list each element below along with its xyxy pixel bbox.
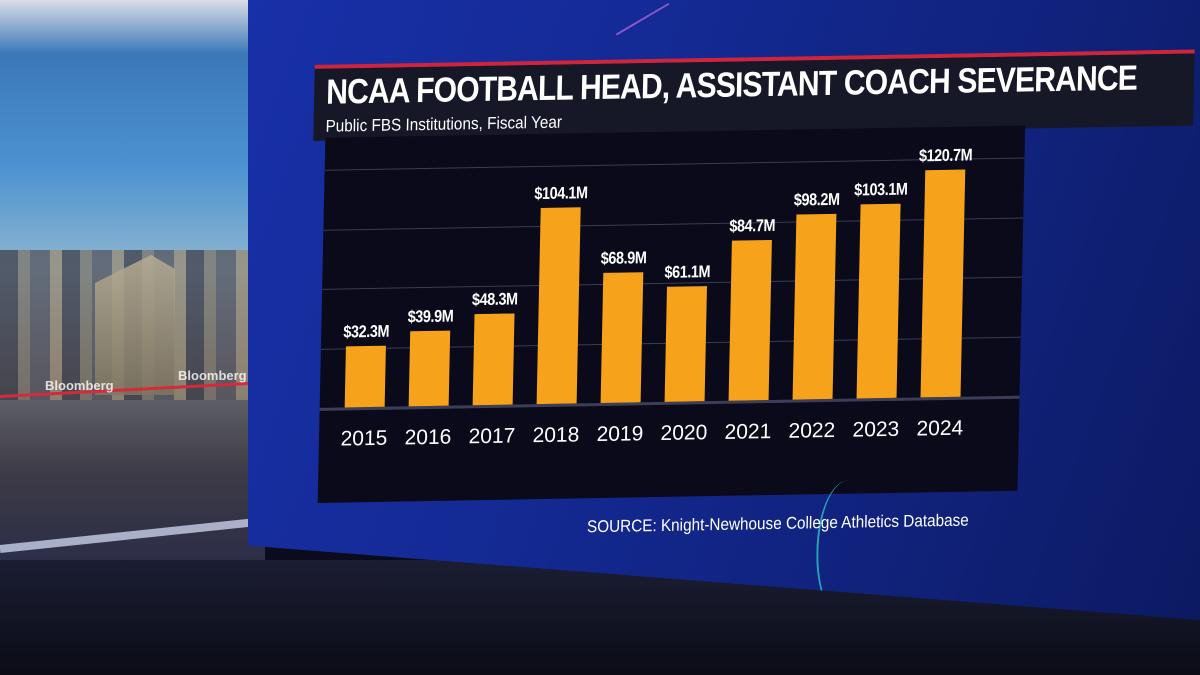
value-label: $98.2M	[793, 189, 840, 210]
bar-2021	[728, 240, 772, 401]
bar-2024	[920, 169, 966, 398]
year-label: 2018	[532, 423, 580, 448]
bar-2017	[472, 313, 515, 406]
bar-2020	[664, 285, 707, 402]
bar-2016	[408, 330, 451, 407]
plot-area: $32.3M 2015 $39.9M 2016 $48.3M 2017 $104.1M 201…	[317, 125, 1026, 503]
bar-2018	[536, 207, 581, 405]
decorative-line	[615, 2, 670, 36]
tower-building	[95, 255, 175, 395]
value-label: $103.1M	[854, 179, 908, 200]
bar-2023	[856, 203, 901, 399]
value-label: $120.7M	[918, 144, 973, 165]
bar-2019	[600, 272, 644, 403]
year-label: 2024	[916, 416, 964, 441]
chart-title: NCAA FOOTBALL HEAD, ASSISTANT COACH SEVE…	[325, 58, 1138, 112]
bloomberg-watermark: Bloomberg	[45, 378, 114, 393]
year-label: 2021	[724, 419, 772, 444]
display-screen: NCAA FOOTBALL HEAD, ASSISTANT COACH SEVE…	[248, 0, 1200, 620]
year-label: 2022	[788, 418, 836, 443]
chart-subtitle: Public FBS Institutions, Fiscal Year	[325, 112, 563, 136]
source-note: SOURCE: Knight-Newhouse College Athletic…	[586, 510, 969, 537]
bar-2022	[792, 213, 837, 400]
title-bar: NCAA FOOTBALL HEAD, ASSISTANT COACH SEVE…	[313, 53, 1195, 141]
value-label: $68.9M	[600, 248, 647, 269]
value-label: $61.1M	[664, 261, 711, 282]
value-label: $32.3M	[343, 321, 390, 342]
value-label: $39.9M	[407, 306, 454, 327]
gridline	[323, 217, 1024, 231]
year-label: 2015	[340, 426, 388, 451]
year-label: 2016	[404, 425, 452, 450]
year-label: 2019	[596, 422, 644, 447]
value-label: $104.1M	[534, 182, 588, 203]
value-label: $84.7M	[729, 216, 776, 237]
value-label: $48.3M	[471, 289, 518, 310]
year-label: 2023	[852, 417, 900, 442]
chart-graphic: NCAA FOOTBALL HEAD, ASSISTANT COACH SEVE…	[296, 0, 1198, 620]
year-label: 2020	[660, 421, 708, 445]
bar-2015	[344, 345, 386, 408]
year-label: 2017	[468, 424, 516, 449]
bloomberg-watermark: Bloomberg	[178, 368, 247, 383]
